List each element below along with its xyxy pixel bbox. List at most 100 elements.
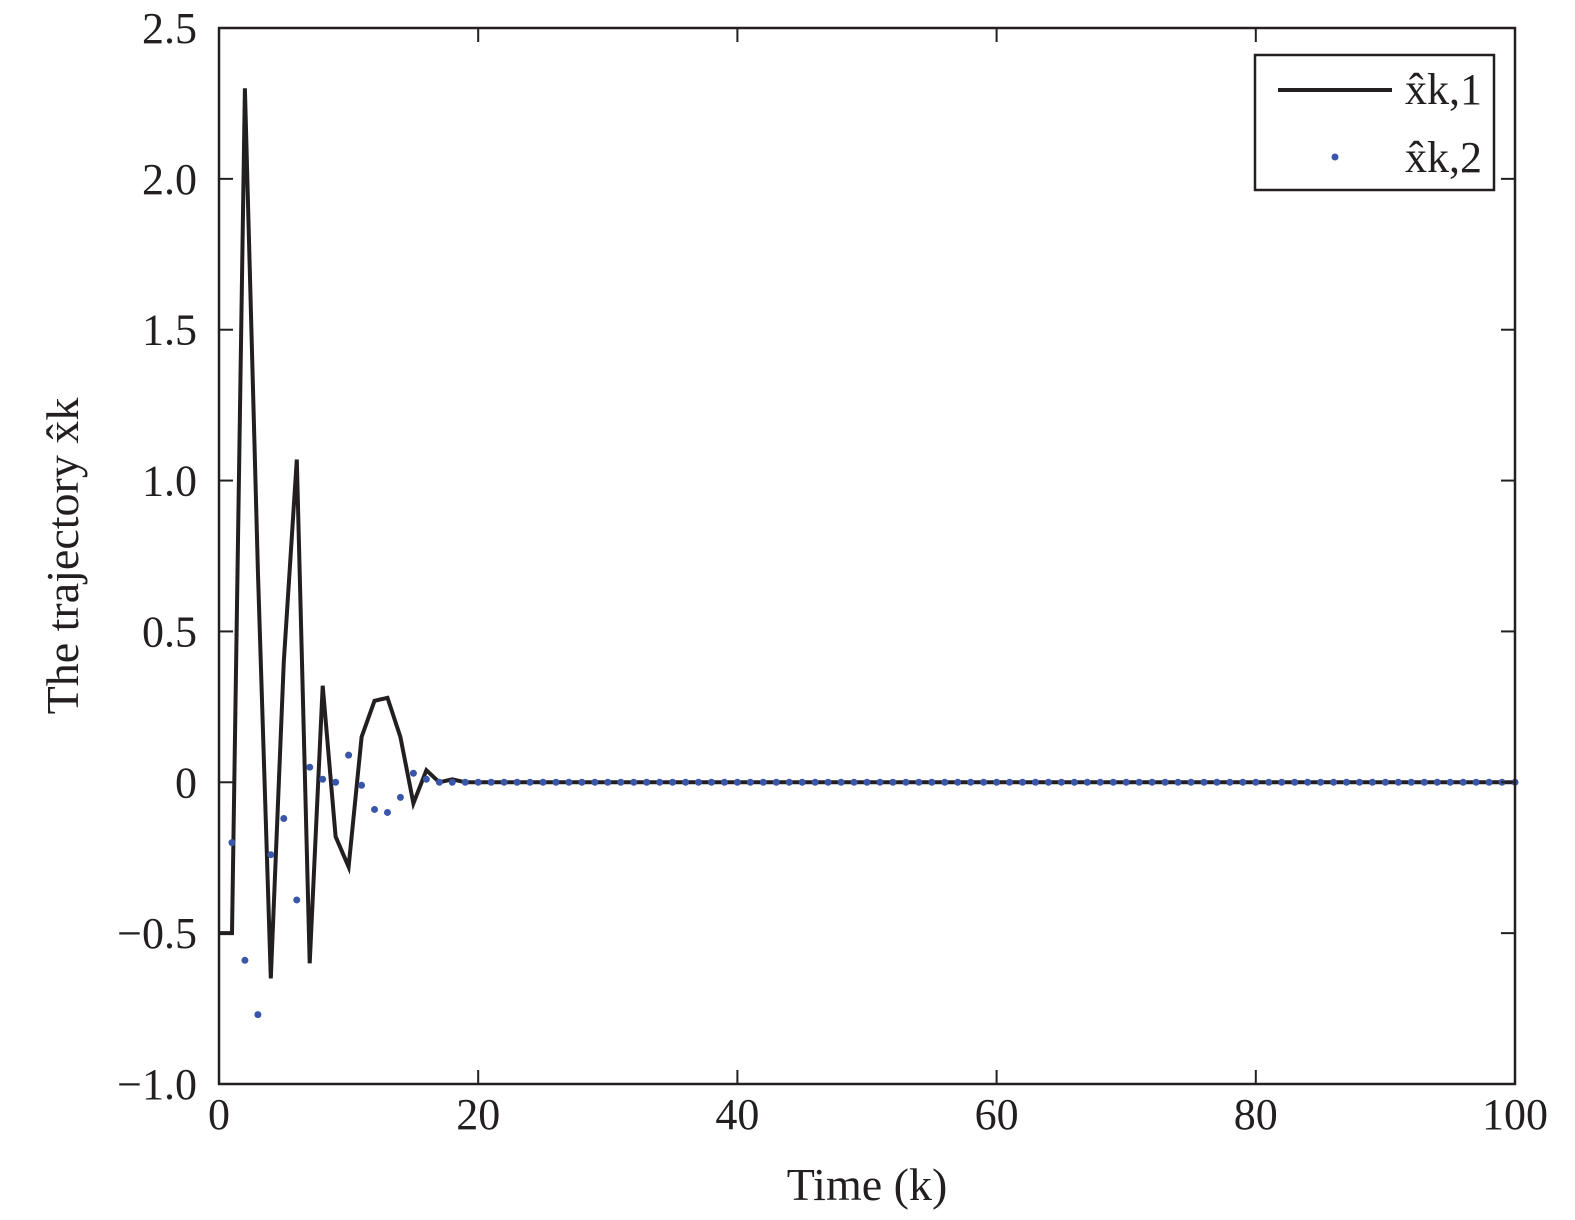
series-2-point [306, 763, 314, 771]
x-tick-label: 0 [208, 1090, 230, 1139]
series-2-point [435, 778, 443, 786]
series-2-point [319, 775, 327, 783]
series-2-point [1031, 778, 1039, 786]
series-2-point [332, 778, 340, 786]
series-2-point [863, 778, 871, 786]
series-2-point [682, 778, 690, 786]
series-2-point [1019, 778, 1027, 786]
series-2-point [967, 778, 975, 786]
series-2-point [656, 778, 664, 786]
series-2-point [669, 778, 677, 786]
y-tick-label: 0 [175, 758, 197, 807]
series-2-point [1304, 778, 1312, 786]
series-2-point [824, 778, 832, 786]
y-tick-label: 2.5 [142, 4, 197, 53]
legend-swatch-series-2 [1331, 153, 1339, 161]
series-2-point [539, 778, 547, 786]
y-tick-label: 1.5 [142, 306, 197, 355]
series-2-point [1161, 778, 1169, 786]
series-2-point [928, 778, 936, 786]
legend: x̂k,1 x̂k,2 [1253, 53, 1496, 192]
series-2-point [1446, 778, 1454, 786]
series-2-point [707, 778, 715, 786]
series-2-point [1006, 778, 1014, 786]
series-2-point [422, 775, 430, 783]
y-tick-label: 0.5 [142, 607, 197, 656]
x-tick-label: 20 [456, 1090, 500, 1139]
series-2-point [1122, 778, 1130, 786]
x-tick-label: 40 [715, 1090, 759, 1139]
series-2-point [746, 778, 754, 786]
series-2-point [1343, 778, 1351, 786]
series-2-point [1330, 778, 1338, 786]
series-2-point [604, 778, 612, 786]
series-2-point [461, 778, 469, 786]
series-2-point [889, 778, 897, 786]
series-2-point [1135, 778, 1143, 786]
series-2-point [1291, 778, 1299, 786]
series-2-point [1213, 778, 1221, 786]
x-axis-label: Time (k) [787, 1159, 948, 1210]
series-2-point [617, 778, 625, 786]
series-2-point [1057, 778, 1065, 786]
series-2-point [228, 839, 236, 847]
series-2-point [643, 778, 651, 786]
series-2-point [358, 781, 366, 789]
series-2-point [1459, 778, 1467, 786]
series-2-point [1485, 778, 1493, 786]
series-2-point [254, 1011, 262, 1019]
series-2-point [1472, 778, 1480, 786]
series-2-point [526, 778, 534, 786]
series-2-point [1278, 778, 1286, 786]
series-2-point [1265, 778, 1273, 786]
series-2-point [1148, 778, 1156, 786]
series-2-point [1044, 778, 1052, 786]
series-2-point [733, 778, 741, 786]
series-2-point [280, 814, 288, 822]
series-2-point [980, 778, 988, 786]
series-2-point [1096, 778, 1104, 786]
series-2-point [1368, 778, 1376, 786]
series-2-point [695, 778, 703, 786]
series-2-point [1174, 778, 1182, 786]
y-tick-label: −0.5 [117, 909, 197, 958]
y-tick-label: 1.0 [142, 457, 197, 506]
series-2-point [487, 778, 495, 786]
series-2-point [1433, 778, 1441, 786]
plot-frame [217, 26, 1517, 1086]
series-2-point [409, 769, 417, 777]
series-2-point [1420, 778, 1428, 786]
series-2-point [1109, 778, 1117, 786]
series-2-point [1239, 778, 1247, 786]
series-2-point [578, 778, 586, 786]
series-2-point [902, 778, 910, 786]
x-tick-label: 80 [1234, 1090, 1278, 1139]
legend-label-series-2: x̂k,2 [1405, 133, 1482, 182]
series-2-point [785, 778, 793, 786]
series-2-point [1083, 778, 1091, 786]
series-2-point [345, 751, 353, 759]
series-2-point [1226, 778, 1234, 786]
series-2-point [591, 778, 599, 786]
series-2-point [565, 778, 573, 786]
series-layer [219, 88, 1519, 1019]
series-2-point [500, 778, 508, 786]
series-2-point [371, 805, 379, 813]
x-tick-label: 60 [975, 1090, 1019, 1139]
series-2-point [1381, 778, 1389, 786]
series-2-point [1070, 778, 1078, 786]
series-line-1 [219, 88, 1515, 979]
series-2-point [474, 778, 482, 786]
series-2-point [1355, 778, 1363, 786]
series-2-point [630, 778, 638, 786]
series-2-point [954, 778, 962, 786]
series-2-point [798, 778, 806, 786]
series-2-point [1317, 778, 1325, 786]
series-2-point [396, 793, 404, 801]
series-2-point [1200, 778, 1208, 786]
series-2-point [552, 778, 560, 786]
legend-box [1253, 53, 1496, 192]
series-2-point [915, 778, 923, 786]
series-2-point [993, 778, 1001, 786]
